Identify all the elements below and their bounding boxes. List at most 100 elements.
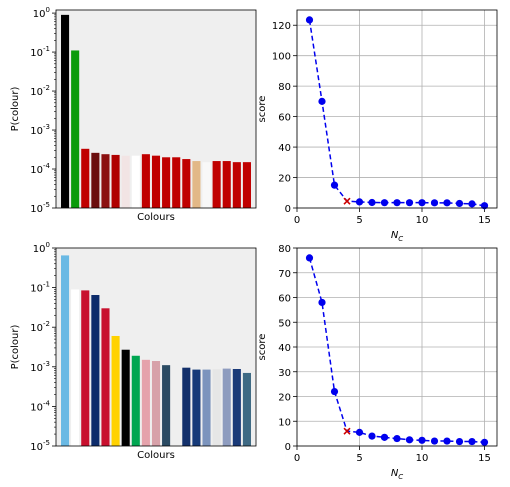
ytick-label-3-7: 70 bbox=[278, 269, 291, 280]
xtick-label-3-0: 0 bbox=[294, 453, 300, 464]
bar-0-8 bbox=[141, 154, 150, 208]
bar-0-9 bbox=[151, 155, 161, 208]
bar-0-6 bbox=[121, 155, 130, 208]
data-point-1-1 bbox=[318, 97, 326, 105]
ytick-label-1-5: 100 bbox=[272, 52, 291, 63]
selected-point-3 bbox=[343, 427, 351, 435]
bar-0-4 bbox=[101, 154, 110, 208]
bar-0-7 bbox=[131, 155, 140, 208]
bar-2-7 bbox=[131, 355, 140, 446]
x-axis-label-1: NC bbox=[391, 230, 403, 243]
bar-2-2 bbox=[81, 290, 90, 446]
xtick-label-1-0: 0 bbox=[294, 215, 300, 226]
bar-0-10 bbox=[162, 157, 171, 208]
data-point-3-0 bbox=[305, 254, 314, 262]
data-point-3-4 bbox=[355, 428, 364, 436]
ytick-label-2-1: 10-1 bbox=[30, 281, 50, 295]
ytick-label-0-3: 10-3 bbox=[30, 123, 50, 137]
bar-2-11 bbox=[172, 368, 181, 446]
ytick-label-3-6: 60 bbox=[278, 294, 291, 305]
ytick-label-0-2: 10-2 bbox=[30, 84, 50, 98]
y-axis-label-1: score bbox=[257, 96, 268, 123]
bar-0-18 bbox=[242, 162, 251, 208]
ytick-label-0-5: 10-5 bbox=[30, 201, 50, 215]
data-point-1-14 bbox=[480, 202, 489, 210]
data-point-3-13 bbox=[468, 437, 476, 446]
data-point-1-11 bbox=[443, 199, 451, 207]
data-point-3-10 bbox=[430, 437, 439, 445]
bar-0-17 bbox=[232, 162, 241, 208]
ytick-label-2-0: 100 bbox=[33, 241, 50, 255]
data-point-1-7 bbox=[393, 199, 401, 207]
bar-0-11 bbox=[172, 157, 181, 208]
bar-0-3 bbox=[91, 152, 100, 208]
y-axis-label-2: P(colour) bbox=[10, 325, 21, 370]
bar-0-14 bbox=[202, 162, 211, 208]
bar-2-17 bbox=[232, 368, 241, 446]
bar-2-0 bbox=[61, 255, 70, 446]
bar-2-3 bbox=[91, 295, 100, 446]
ytick-label-1-2: 40 bbox=[278, 143, 291, 154]
y-axis-label-0: P(colour) bbox=[10, 87, 21, 132]
data-point-3-11 bbox=[443, 437, 451, 445]
data-point-3-1 bbox=[318, 298, 326, 307]
xtick-label-3-3: 15 bbox=[478, 453, 491, 464]
selected-point-stroke bbox=[343, 427, 351, 435]
bar-2-12 bbox=[182, 367, 191, 446]
bar-2-10 bbox=[162, 365, 171, 446]
plot-frame-1 bbox=[296, 9, 498, 209]
xtick-label-3-2: 10 bbox=[416, 453, 429, 464]
bar-2-16 bbox=[222, 368, 231, 446]
ytick-label-2-2: 10-2 bbox=[30, 320, 50, 334]
xtick-label-1-1: 5 bbox=[356, 215, 362, 226]
bar-2-15 bbox=[212, 369, 221, 446]
ytick-label-3-3: 30 bbox=[278, 368, 291, 379]
data-point-3-5 bbox=[368, 432, 376, 440]
data-point-1-5 bbox=[368, 198, 376, 207]
data-point-1-13 bbox=[468, 200, 476, 208]
bar-2-9 bbox=[151, 361, 161, 446]
bar-0-2 bbox=[81, 148, 90, 208]
ytick-label-0-1: 10-1 bbox=[30, 45, 50, 59]
bar-2-8 bbox=[141, 359, 150, 446]
plot-frame-3 bbox=[296, 247, 498, 447]
data-point-3-9 bbox=[418, 436, 426, 444]
ytick-label-0-4: 10-4 bbox=[30, 162, 50, 176]
ytick-label-1-1: 20 bbox=[278, 174, 291, 185]
ytick-label-3-0: 0 bbox=[285, 442, 291, 453]
data-point-1-8 bbox=[405, 199, 414, 207]
ytick-label-3-2: 20 bbox=[278, 393, 291, 404]
plot-frame-2 bbox=[55, 247, 257, 447]
data-point-3-8 bbox=[405, 436, 414, 444]
ytick-label-2-4: 10-4 bbox=[30, 399, 50, 413]
ytick-label-3-8: 80 bbox=[278, 244, 291, 255]
y-axis-label-3: score bbox=[257, 334, 268, 361]
selected-point-stroke bbox=[343, 197, 351, 205]
xtick-label-3-1: 5 bbox=[356, 453, 362, 464]
xtick-label-1-3: 15 bbox=[478, 215, 491, 226]
plot-area-1 bbox=[297, 10, 497, 208]
ytick-label-2-3: 10-3 bbox=[30, 360, 50, 374]
ytick-label-0-0: 100 bbox=[33, 6, 50, 20]
xtick-label-1-2: 10 bbox=[416, 215, 429, 226]
x-axis-label-3: NC bbox=[391, 468, 403, 481]
bar-2-14 bbox=[202, 369, 211, 446]
bar-2-4 bbox=[101, 308, 110, 446]
selected-point-1 bbox=[343, 197, 351, 205]
x-axis-label-2: Colours bbox=[137, 450, 175, 461]
ytick-label-1-3: 60 bbox=[278, 113, 291, 124]
bar-2-13 bbox=[192, 369, 201, 446]
ytick-label-2-5: 10-5 bbox=[30, 439, 50, 453]
bar-0-16 bbox=[222, 161, 231, 208]
bar-0-1 bbox=[71, 50, 80, 208]
ytick-label-3-1: 10 bbox=[278, 417, 291, 428]
data-point-3-2 bbox=[330, 387, 339, 396]
data-point-1-2 bbox=[330, 181, 339, 189]
data-point-1-4 bbox=[355, 198, 364, 206]
bar-2-6 bbox=[121, 349, 130, 446]
ytick-label-1-0: 0 bbox=[285, 204, 291, 215]
bar-2-5 bbox=[111, 335, 120, 446]
bar-0-13 bbox=[192, 161, 201, 208]
data-point-1-6 bbox=[380, 199, 389, 207]
